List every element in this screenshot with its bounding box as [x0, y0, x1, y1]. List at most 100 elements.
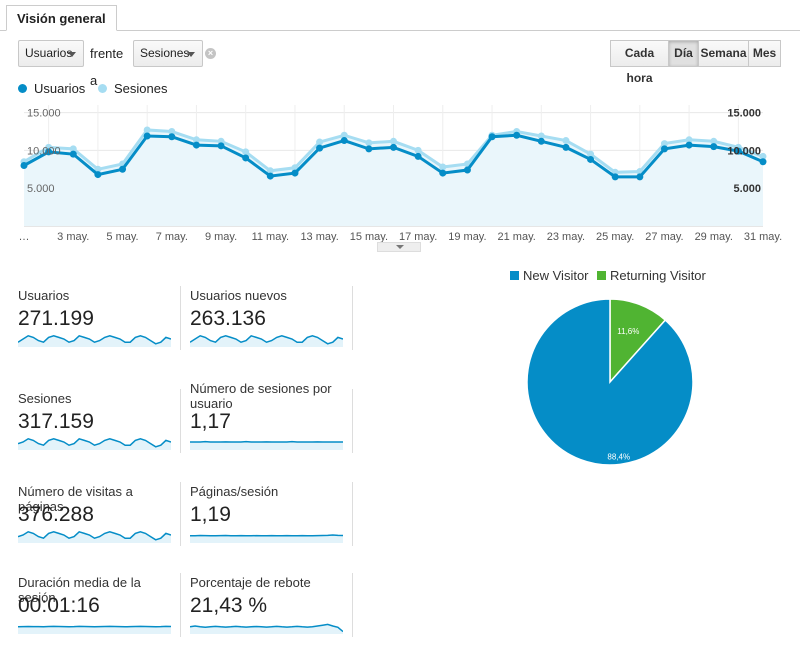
- usuarios-point[interactable]: [660, 145, 668, 153]
- sesiones-point[interactable]: [587, 150, 595, 158]
- sesiones-point[interactable]: [759, 152, 767, 160]
- y-left-tick-label: 15.000: [27, 108, 61, 120]
- tab-bar: Visión general: [0, 0, 800, 31]
- legend-usuarios[interactable]: Usuarios: [18, 81, 85, 97]
- metric-label: Duración media de la sesión: [18, 575, 141, 605]
- usuarios-point[interactable]: [291, 169, 299, 177]
- granularity-hourly-button[interactable]: Cada hora: [610, 40, 669, 85]
- metric-label: Sesiones: [18, 391, 72, 406]
- usuarios-point[interactable]: [562, 143, 570, 151]
- sesiones-point[interactable]: [143, 126, 151, 134]
- sesiones-point[interactable]: [340, 131, 348, 139]
- x-tick-label: 17 may.: [399, 231, 437, 243]
- sparkline-line: [18, 334, 171, 345]
- usuarios-dot-icon: [18, 84, 27, 93]
- sesiones-point[interactable]: [266, 167, 274, 175]
- new-visitor-swatch-icon: [510, 271, 519, 280]
- usuarios-point[interactable]: [636, 173, 644, 181]
- granularity-month-button[interactable]: Mes: [748, 40, 781, 67]
- usuarios-point[interactable]: [463, 166, 471, 174]
- metric-sparkline: [190, 623, 343, 634]
- pie-chart: 11,6% 88,4%: [526, 298, 694, 466]
- x-tick-label: 27 may.: [645, 231, 683, 243]
- metric-divider: [180, 482, 181, 546]
- usuarios-point[interactable]: [685, 141, 693, 149]
- sesiones-point[interactable]: [69, 145, 77, 153]
- metric-label: Usuarios: [18, 288, 70, 303]
- usuarios-point[interactable]: [20, 162, 28, 169]
- sparkline-area: [190, 535, 343, 543]
- tab-vision-general[interactable]: Visión general: [6, 5, 117, 31]
- pie-slice-new-visitor[interactable]: [526, 298, 694, 466]
- sparkline-line: [190, 534, 343, 537]
- usuarios-point[interactable]: [488, 133, 496, 141]
- sesiones-point[interactable]: [439, 163, 447, 171]
- usuarios-point[interactable]: [119, 165, 127, 173]
- metric2-dropdown[interactable]: Sesiones: [133, 40, 203, 67]
- sesiones-point[interactable]: [316, 138, 324, 146]
- metric-sparkline: [18, 437, 171, 450]
- usuarios-point[interactable]: [365, 145, 373, 153]
- metric-divider: [352, 482, 353, 546]
- sesiones-point[interactable]: [537, 132, 545, 140]
- metric-label: Porcentaje de rebote: [190, 575, 311, 590]
- sesiones-point[interactable]: [242, 148, 250, 156]
- usuarios-point[interactable]: [390, 143, 397, 151]
- pie-slice-label: 11,6%: [617, 327, 639, 336]
- chart-collapse-handle[interactable]: [377, 242, 421, 252]
- usuarios-point[interactable]: [242, 154, 250, 162]
- sesiones-point[interactable]: [168, 127, 176, 135]
- sesiones-point[interactable]: [365, 139, 373, 147]
- metric-divider: [180, 286, 181, 350]
- metric-sparkline: [18, 334, 171, 347]
- usuarios-point[interactable]: [439, 169, 447, 177]
- usuarios-point[interactable]: [513, 131, 521, 139]
- legend-sesiones[interactable]: Sesiones: [98, 81, 167, 97]
- sesiones-point[interactable]: [685, 136, 693, 144]
- sesiones-point[interactable]: [390, 137, 397, 145]
- sesiones-point[interactable]: [562, 137, 570, 145]
- sesiones-point[interactable]: [414, 146, 422, 154]
- sparkline-area: [190, 335, 343, 347]
- pie-legend-new-visitor[interactable]: New Visitor: [510, 268, 589, 283]
- usuarios-point[interactable]: [587, 155, 595, 163]
- usuarios-point[interactable]: [45, 148, 53, 156]
- sesiones-point[interactable]: [192, 136, 200, 144]
- sesiones-point[interactable]: [710, 137, 718, 145]
- usuarios-point[interactable]: [266, 172, 274, 180]
- versus-label: frente a: [90, 46, 124, 88]
- pie-legend-returning-visitor[interactable]: Returning Visitor: [597, 268, 706, 283]
- granularity-day-button[interactable]: Día: [668, 40, 699, 67]
- usuarios-point[interactable]: [217, 142, 225, 150]
- usuarios-point[interactable]: [168, 133, 176, 141]
- usuarios-point[interactable]: [710, 143, 718, 151]
- sesiones-dot-icon: [98, 84, 107, 93]
- usuarios-point[interactable]: [759, 158, 767, 166]
- metric2-label: Sesiones: [140, 46, 190, 60]
- metric-value: 1,17: [190, 410, 231, 433]
- clear-comparison-icon[interactable]: ×: [205, 48, 216, 59]
- granularity-week-button[interactable]: Semana: [698, 40, 749, 67]
- sesiones-point[interactable]: [94, 165, 102, 173]
- x-tick-label: 7 may.: [156, 231, 188, 243]
- metric-label: Usuarios nuevos: [190, 288, 287, 303]
- pie-slice-label: 88,4%: [607, 453, 630, 462]
- legend-usuarios-label: Usuarios: [34, 81, 86, 96]
- usuarios-point[interactable]: [192, 141, 200, 149]
- usuarios-point[interactable]: [143, 132, 151, 140]
- usuarios-point[interactable]: [340, 137, 348, 145]
- pie-legend-returning-visitor-label: Returning Visitor: [610, 268, 706, 283]
- usuarios-point[interactable]: [94, 171, 102, 179]
- usuarios-point[interactable]: [611, 173, 619, 181]
- metric-sparkline: [18, 530, 171, 543]
- usuarios-point[interactable]: [734, 147, 742, 155]
- metric1-dropdown[interactable]: Usuarios: [18, 40, 84, 67]
- usuarios-point[interactable]: [316, 144, 324, 152]
- usuarios-point[interactable]: [414, 152, 422, 160]
- chevron-down-icon: [187, 52, 195, 57]
- metric-sparkline: [190, 440, 343, 450]
- usuarios-point[interactable]: [537, 137, 545, 145]
- x-tick-label: 5 may.: [106, 231, 138, 243]
- usuarios-point[interactable]: [69, 150, 77, 158]
- sesiones-point[interactable]: [660, 140, 668, 148]
